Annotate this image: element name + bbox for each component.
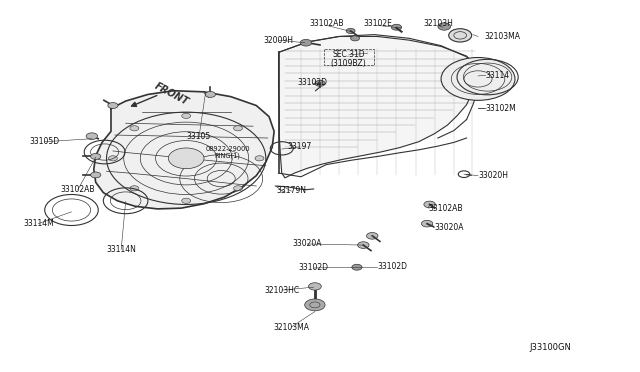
Circle shape xyxy=(358,242,369,248)
Text: 33197: 33197 xyxy=(287,142,312,151)
Circle shape xyxy=(86,133,98,140)
Text: J33100GN: J33100GN xyxy=(530,343,572,352)
Circle shape xyxy=(234,186,243,191)
Text: 33102D: 33102D xyxy=(378,262,407,271)
Text: 33102M: 33102M xyxy=(486,104,516,113)
Text: 33102D: 33102D xyxy=(298,78,327,87)
Circle shape xyxy=(441,58,515,100)
Text: 33102E: 33102E xyxy=(363,19,392,28)
Text: 33020A: 33020A xyxy=(435,223,464,232)
Circle shape xyxy=(108,103,118,109)
Text: 33102D: 33102D xyxy=(299,263,328,272)
Text: (3109BZ): (3109BZ) xyxy=(331,59,367,68)
Text: 32103MA: 32103MA xyxy=(273,323,309,331)
Circle shape xyxy=(449,29,472,42)
Circle shape xyxy=(300,39,312,46)
Text: 33102AB: 33102AB xyxy=(309,19,344,28)
Circle shape xyxy=(421,220,433,227)
Circle shape xyxy=(424,201,435,208)
Circle shape xyxy=(130,126,139,131)
Circle shape xyxy=(130,186,139,191)
Polygon shape xyxy=(278,35,478,178)
Circle shape xyxy=(305,299,325,311)
Text: 33020H: 33020H xyxy=(478,171,508,180)
Text: 33114: 33114 xyxy=(486,71,510,80)
Text: 32103H: 32103H xyxy=(423,19,453,28)
Circle shape xyxy=(438,23,451,30)
Circle shape xyxy=(367,232,378,239)
Text: 32009H: 32009H xyxy=(264,36,294,45)
Text: 32103MA: 32103MA xyxy=(484,32,520,41)
Text: 33102AB: 33102AB xyxy=(428,203,463,213)
Text: 32103HC: 32103HC xyxy=(264,286,300,295)
Circle shape xyxy=(182,113,191,118)
Circle shape xyxy=(91,172,100,178)
Circle shape xyxy=(255,156,264,161)
Text: SEC.31D: SEC.31D xyxy=(332,51,365,60)
Circle shape xyxy=(205,92,216,97)
Text: 33179N: 33179N xyxy=(276,186,307,195)
Text: RING(1): RING(1) xyxy=(214,153,241,159)
Circle shape xyxy=(346,28,355,33)
Text: 33114M: 33114M xyxy=(23,219,54,228)
Text: FRONT: FRONT xyxy=(153,81,191,107)
Text: 33102AB: 33102AB xyxy=(61,185,95,194)
Text: 33105D: 33105D xyxy=(29,137,60,146)
Text: 33105: 33105 xyxy=(187,132,211,141)
Circle shape xyxy=(182,198,191,203)
Text: 33020A: 33020A xyxy=(292,239,322,248)
Circle shape xyxy=(352,264,362,270)
Polygon shape xyxy=(94,91,274,209)
Circle shape xyxy=(234,126,243,131)
Circle shape xyxy=(168,148,204,169)
Text: 08922-29000: 08922-29000 xyxy=(205,146,250,152)
Circle shape xyxy=(308,283,321,290)
Circle shape xyxy=(351,36,360,41)
Circle shape xyxy=(108,156,117,161)
Circle shape xyxy=(91,154,100,160)
Text: 33114N: 33114N xyxy=(106,245,136,254)
Circle shape xyxy=(315,80,325,86)
Circle shape xyxy=(392,24,401,30)
